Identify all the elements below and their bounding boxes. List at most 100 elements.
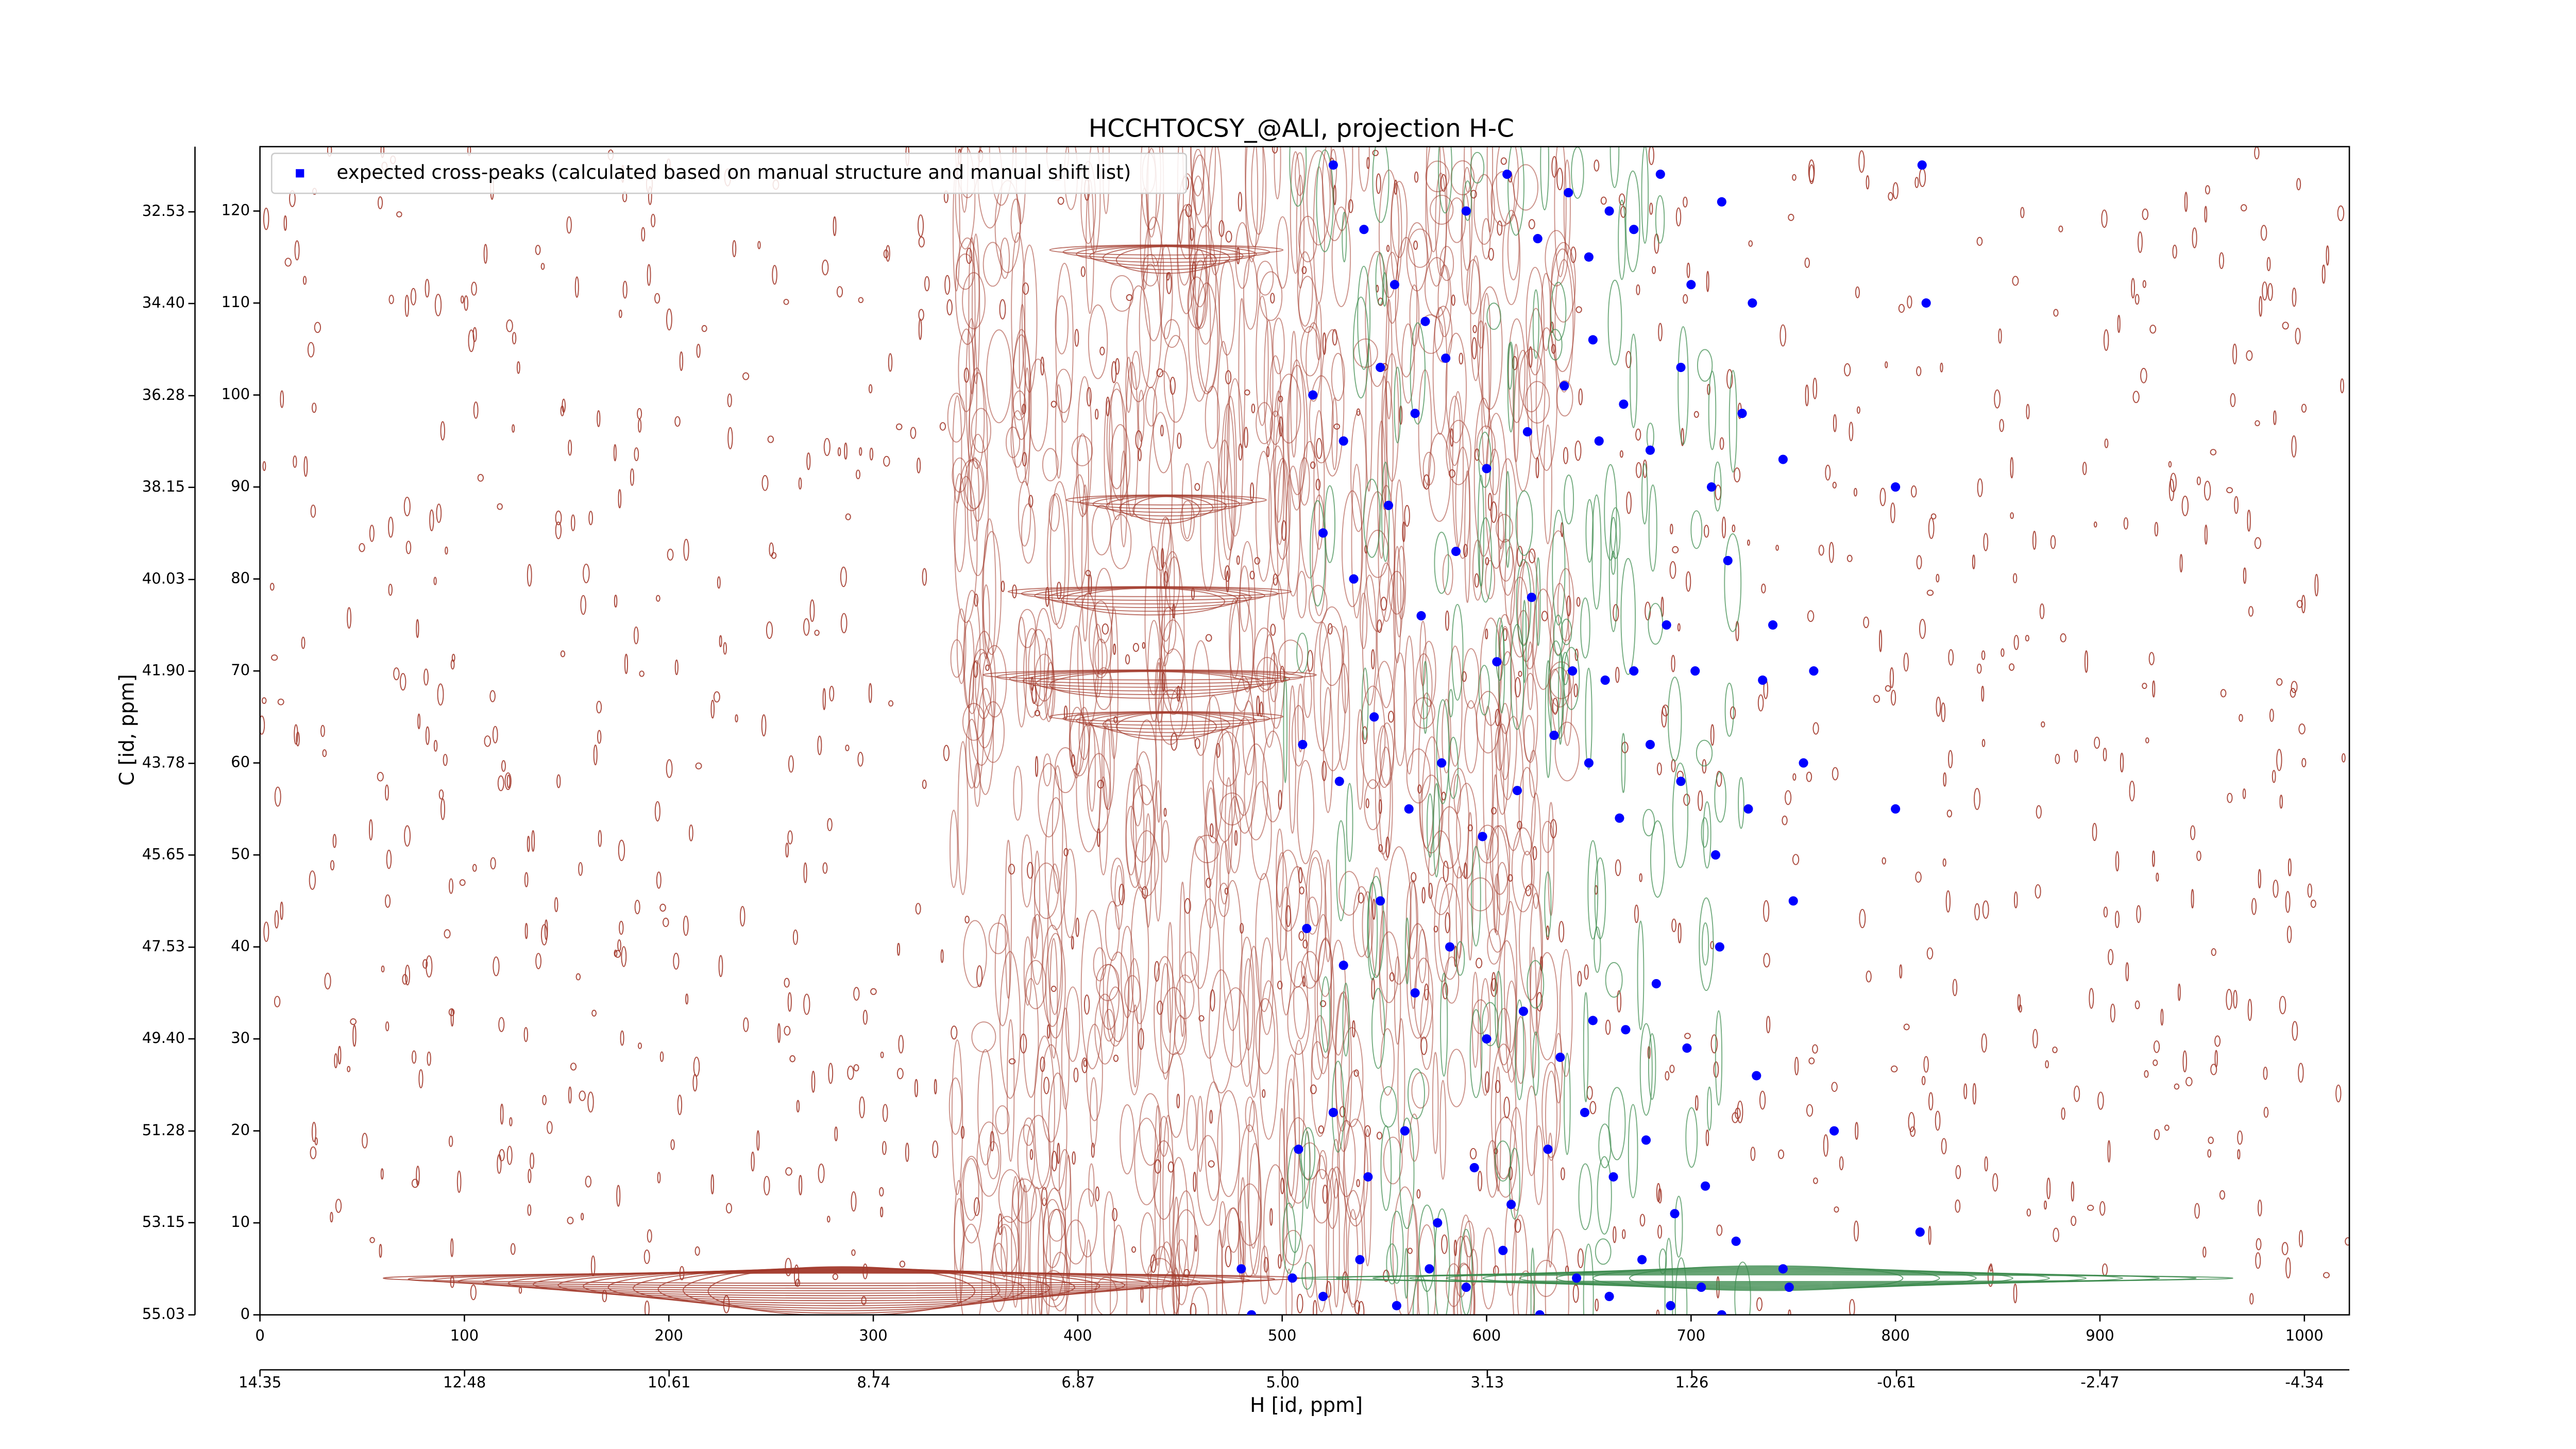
- contour: [1155, 662, 1162, 823]
- contour: [651, 213, 656, 228]
- contour: [2190, 825, 2196, 840]
- contour: [2266, 257, 2271, 272]
- contour: [1522, 599, 1527, 683]
- point: [1662, 620, 1671, 630]
- contour: [972, 233, 980, 384]
- contour: [369, 1237, 375, 1243]
- contour: [844, 442, 848, 460]
- contour: [471, 281, 477, 296]
- contour: [1636, 284, 1640, 295]
- contour: [547, 1121, 553, 1134]
- contour: [2239, 714, 2243, 722]
- contour: [2323, 1272, 2330, 1278]
- contour: [666, 308, 672, 331]
- contour: [1532, 1031, 1539, 1096]
- contour: [578, 862, 583, 876]
- contour: [1528, 219, 1535, 229]
- contour: [1550, 281, 1567, 341]
- contour: [1253, 627, 1275, 693]
- point: [1921, 298, 1931, 308]
- contour: [990, 1242, 1007, 1312]
- contour: [1371, 988, 1385, 1069]
- contour: [1309, 585, 1328, 624]
- contour: [440, 798, 446, 820]
- contour: [1410, 322, 1426, 425]
- contour: [1367, 882, 1378, 981]
- contour: [1637, 920, 1645, 1031]
- contour: [1304, 850, 1327, 983]
- contour: [2234, 496, 2239, 514]
- contour: [1356, 1179, 1360, 1187]
- contour: [1011, 329, 1032, 483]
- contour: [1195, 282, 1218, 395]
- contour: [2246, 350, 2253, 361]
- contour: [1239, 541, 1256, 693]
- contour: [814, 630, 820, 636]
- contour: [2115, 851, 2120, 872]
- contour: [1310, 1084, 1317, 1094]
- contour: [1989, 1263, 1993, 1272]
- contour: [1276, 852, 1288, 961]
- contour: [1107, 986, 1124, 1047]
- contour: [1256, 260, 1274, 296]
- contour: [1981, 685, 1985, 702]
- contour: [1278, 1254, 1282, 1269]
- contour: [1634, 904, 1639, 923]
- contour: [2230, 393, 2236, 408]
- contour: [1276, 828, 1284, 908]
- contour: [2074, 749, 2078, 763]
- chart-title: HCCHTOCSY_@ALI, projection H-C: [1089, 114, 1514, 143]
- contour: [1481, 218, 1491, 260]
- contour: [1166, 272, 1172, 294]
- contour: [1043, 637, 1054, 722]
- contour: [1331, 206, 1351, 308]
- contour: [1081, 484, 1089, 642]
- contour: [1677, 623, 1681, 632]
- contour: [1103, 1008, 1115, 1042]
- contour: [1407, 1248, 1413, 1254]
- contour: [1522, 672, 1538, 763]
- contour: [591, 1009, 597, 1017]
- contour: [1029, 1186, 1044, 1315]
- y2-tick-label: 47.53: [142, 937, 185, 955]
- contour: [1439, 246, 1454, 281]
- contour: [637, 408, 642, 419]
- contour: [1683, 196, 1688, 208]
- contour: [963, 920, 987, 988]
- contour: [1272, 146, 1278, 154]
- contour: [2279, 795, 2283, 809]
- contour: [1043, 753, 1052, 786]
- contour: [914, 1079, 918, 1098]
- point: [1809, 666, 1819, 676]
- contour: [1677, 922, 1682, 943]
- contour: [1564, 1052, 1571, 1155]
- contour: [314, 1137, 318, 1145]
- contour: [1127, 958, 1142, 1096]
- point: [1359, 225, 1369, 234]
- contour: [1049, 481, 1070, 629]
- contour: [2214, 1050, 2218, 1068]
- contour: [1669, 1065, 1675, 1073]
- contour: [1701, 817, 1709, 848]
- contour: [1478, 665, 1490, 716]
- contour: [972, 631, 996, 749]
- contour: [1437, 264, 1452, 338]
- contour: [1706, 1086, 1712, 1131]
- contour: [1099, 346, 1105, 356]
- contour: [1321, 146, 1347, 241]
- contour: [1399, 1117, 1415, 1229]
- contour: [1416, 1189, 1421, 1199]
- contour: [1163, 335, 1188, 423]
- contour: [1074, 587, 1226, 616]
- x-tick-label: 300: [859, 1327, 888, 1344]
- contour: [915, 903, 921, 915]
- contour: [1298, 215, 1317, 263]
- contour: [1055, 263, 1074, 423]
- contour: [1526, 308, 1546, 460]
- y-tick-label: 50: [231, 845, 250, 863]
- contour: [2296, 600, 2303, 608]
- contours: [260, 146, 2350, 1315]
- contour: [418, 1069, 423, 1089]
- contour: [1556, 167, 1564, 191]
- contour: [1409, 284, 1420, 346]
